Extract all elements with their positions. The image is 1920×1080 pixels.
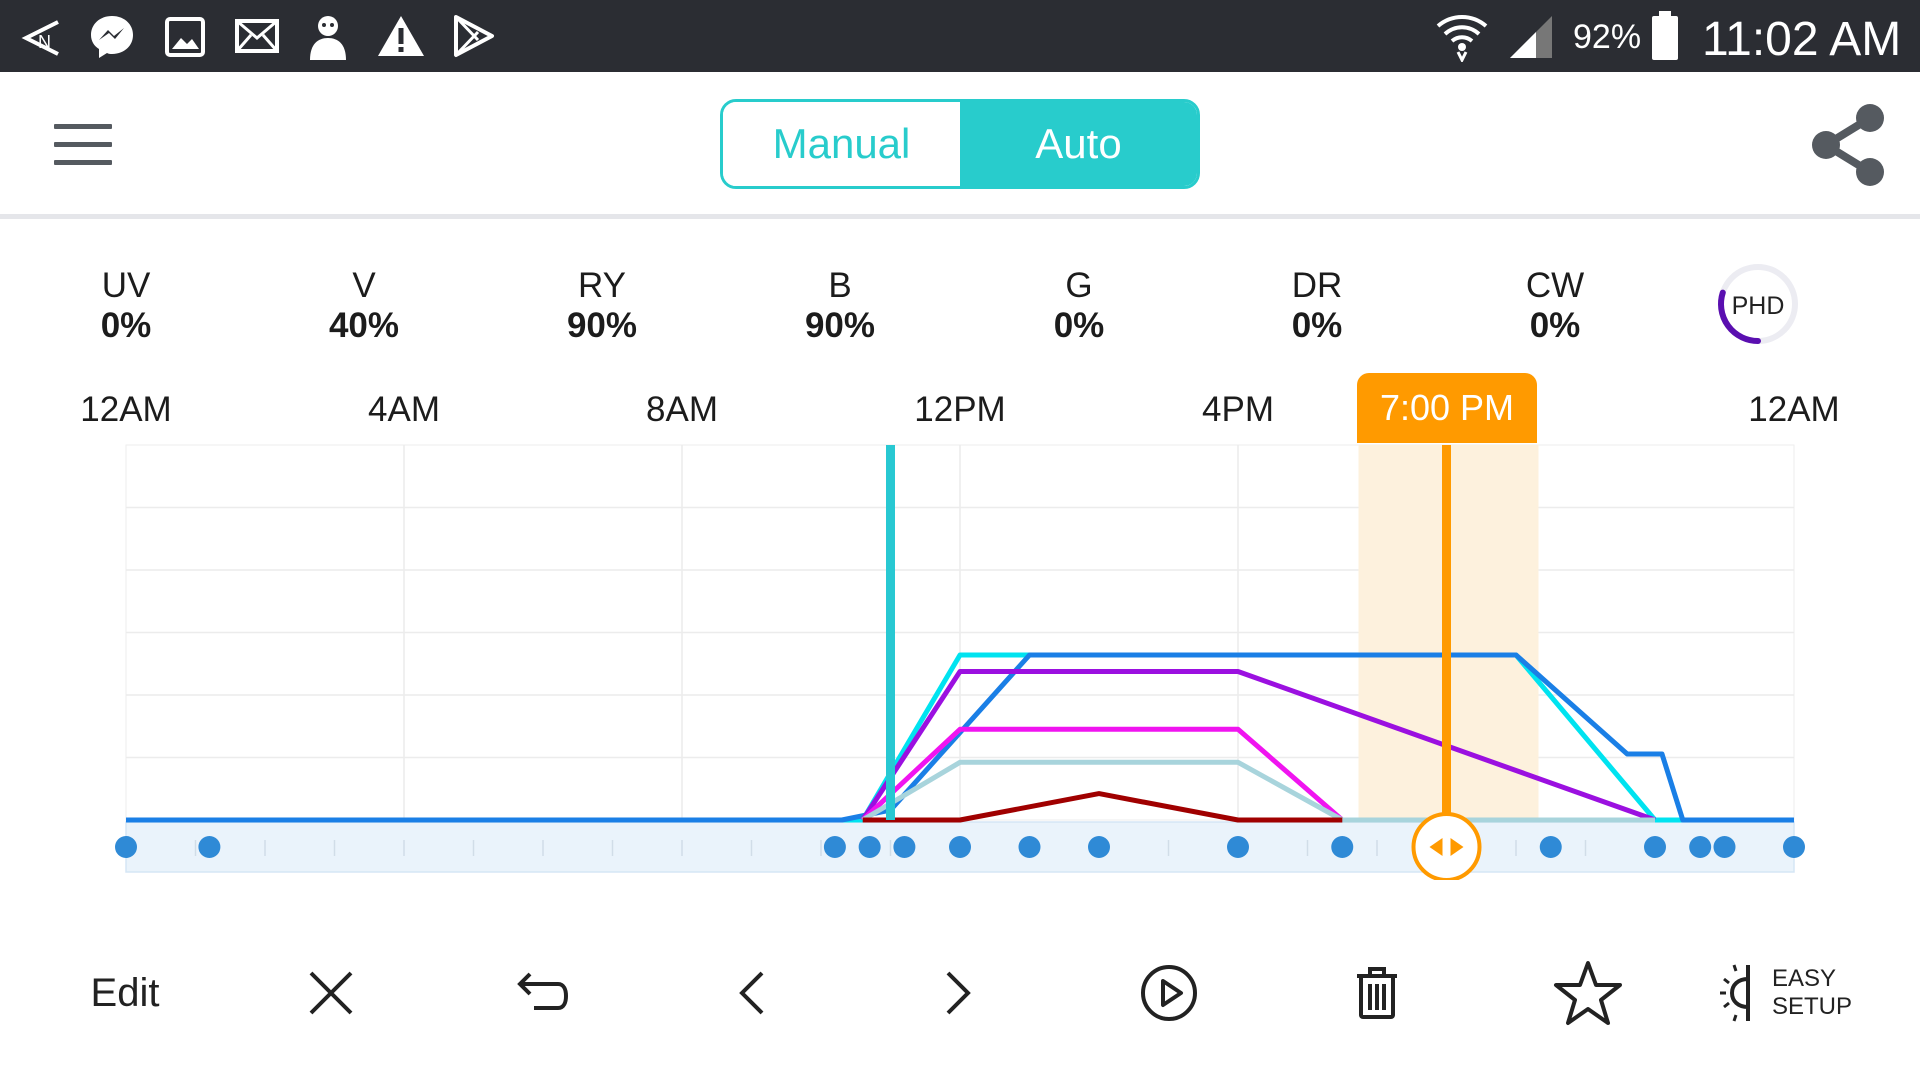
channel-value: 0% [1053, 306, 1105, 345]
time-tick-label: 12PM [914, 390, 1006, 429]
schedule-point [115, 836, 137, 858]
channel-value: 0% [1529, 306, 1581, 345]
schedule-point [1689, 836, 1712, 858]
easy-setup-line1: EASY [1771, 965, 1837, 992]
battery-percent: 92% [1573, 18, 1642, 56]
time-tick-label: 12AM [1748, 390, 1840, 429]
mode-toggle: Manual Auto [720, 99, 1200, 189]
time-tick-label: 4AM [368, 390, 440, 429]
channel-name: V [352, 266, 376, 305]
easy-setup-button[interactable]: EASY SETUP [1710, 948, 1860, 1038]
channel-b[interactable]: B 90% [770, 266, 910, 346]
series-line-5 [862, 791, 1343, 823]
channel-uv[interactable]: UV 0% [56, 266, 196, 346]
handle-left-arrow-icon [1429, 838, 1443, 856]
series-line-3 [860, 726, 1344, 822]
schedule-point [1088, 836, 1110, 858]
channel-value: 40% [328, 306, 400, 345]
schedule-point [1227, 836, 1249, 858]
channel-name: DR [1291, 266, 1343, 305]
channel-value: 0% [100, 306, 152, 345]
chevron-right-icon [946, 971, 971, 1015]
channel-value: 0% [1291, 306, 1343, 345]
schedule-point [1018, 836, 1041, 858]
channel-g[interactable]: G 0% [1009, 266, 1149, 346]
channel-name: G [1065, 266, 1093, 305]
schedule-point [893, 836, 916, 858]
app-bar: Manual Auto [0, 72, 1920, 219]
play-icon [1141, 965, 1197, 1021]
manual-mode-button[interactable]: Manual [723, 102, 960, 186]
previous-button[interactable] [716, 948, 786, 1038]
wifi-icon [1436, 15, 1488, 62]
schedule-point [1644, 836, 1666, 858]
channel-ry[interactable]: RY 90% [532, 266, 672, 346]
favorite-button[interactable] [1548, 948, 1628, 1038]
series-line-1 [126, 652, 1794, 823]
schedule-point [858, 836, 881, 858]
close-button[interactable] [296, 948, 366, 1038]
auto-mode-button[interactable]: Auto [960, 102, 1197, 186]
share-icon[interactable] [1808, 102, 1888, 188]
warning-icon [378, 16, 424, 56]
undo-icon [517, 972, 568, 1010]
time-tick-label: 4PM [1202, 390, 1274, 429]
schedule-point [198, 836, 221, 858]
channel-cw[interactable]: CW 0% [1485, 266, 1625, 346]
schedule-point [1331, 836, 1354, 858]
channel-name: RY [578, 266, 626, 305]
star-icon [1554, 961, 1622, 1025]
undo-button[interactable] [506, 948, 576, 1038]
schedule-point [1713, 836, 1736, 858]
phd-label: PHD [1732, 292, 1785, 320]
gallery-icon [165, 17, 205, 57]
channel-name: CW [1525, 266, 1585, 305]
channel-v[interactable]: V 40% [294, 266, 434, 346]
next-button[interactable] [924, 948, 994, 1038]
schedule-point [1783, 836, 1805, 858]
hamburger-icon[interactable] [54, 124, 112, 166]
trash-icon [1357, 967, 1397, 1019]
schedule-point [949, 836, 971, 858]
battery-icon [1652, 11, 1678, 60]
channel-name: UV [101, 266, 151, 305]
close-icon [309, 971, 353, 1015]
edit-button[interactable]: Edit [90, 970, 160, 1015]
play-button[interactable] [1134, 948, 1204, 1038]
channel-value: 90% [804, 306, 876, 345]
channel-value: 90% [566, 306, 638, 345]
channel-dr[interactable]: DR 0% [1247, 266, 1387, 346]
current-time-marker-label[interactable]: 7:00 PM [1357, 373, 1537, 443]
schedule-chart[interactable] [0, 380, 1920, 880]
mail-icon [235, 19, 279, 53]
channel-name: B [828, 266, 852, 305]
easy-setup-line2: SETUP [1771, 993, 1852, 1020]
easy-setup-label: EASY SETUP [1772, 965, 1852, 1021]
handle-right-arrow-icon [1450, 838, 1464, 856]
messenger-icon [91, 16, 133, 58]
time-tick-label: 12AM [80, 390, 172, 429]
phd-badge[interactable]: PHD [1716, 262, 1800, 346]
signal-icon [1510, 16, 1552, 58]
chevron-left-icon [739, 971, 764, 1015]
delete-button[interactable] [1342, 948, 1412, 1038]
schedule-point [823, 836, 846, 858]
schedule-point [1539, 836, 1562, 858]
nfc-icon: N [21, 20, 59, 56]
play-store-icon [454, 15, 494, 57]
app-character-icon [310, 16, 346, 60]
svg-text:N: N [38, 32, 51, 52]
time-tick-label: 8AM [646, 390, 718, 429]
light-bulb-icon [1719, 964, 1750, 1022]
status-bar: N 92% 11:02 AM [0, 0, 1920, 72]
marker-handle [1411, 812, 1482, 880]
phd-progress-arc [1718, 289, 1761, 344]
status-time: 11:02 AM [1702, 13, 1902, 66]
